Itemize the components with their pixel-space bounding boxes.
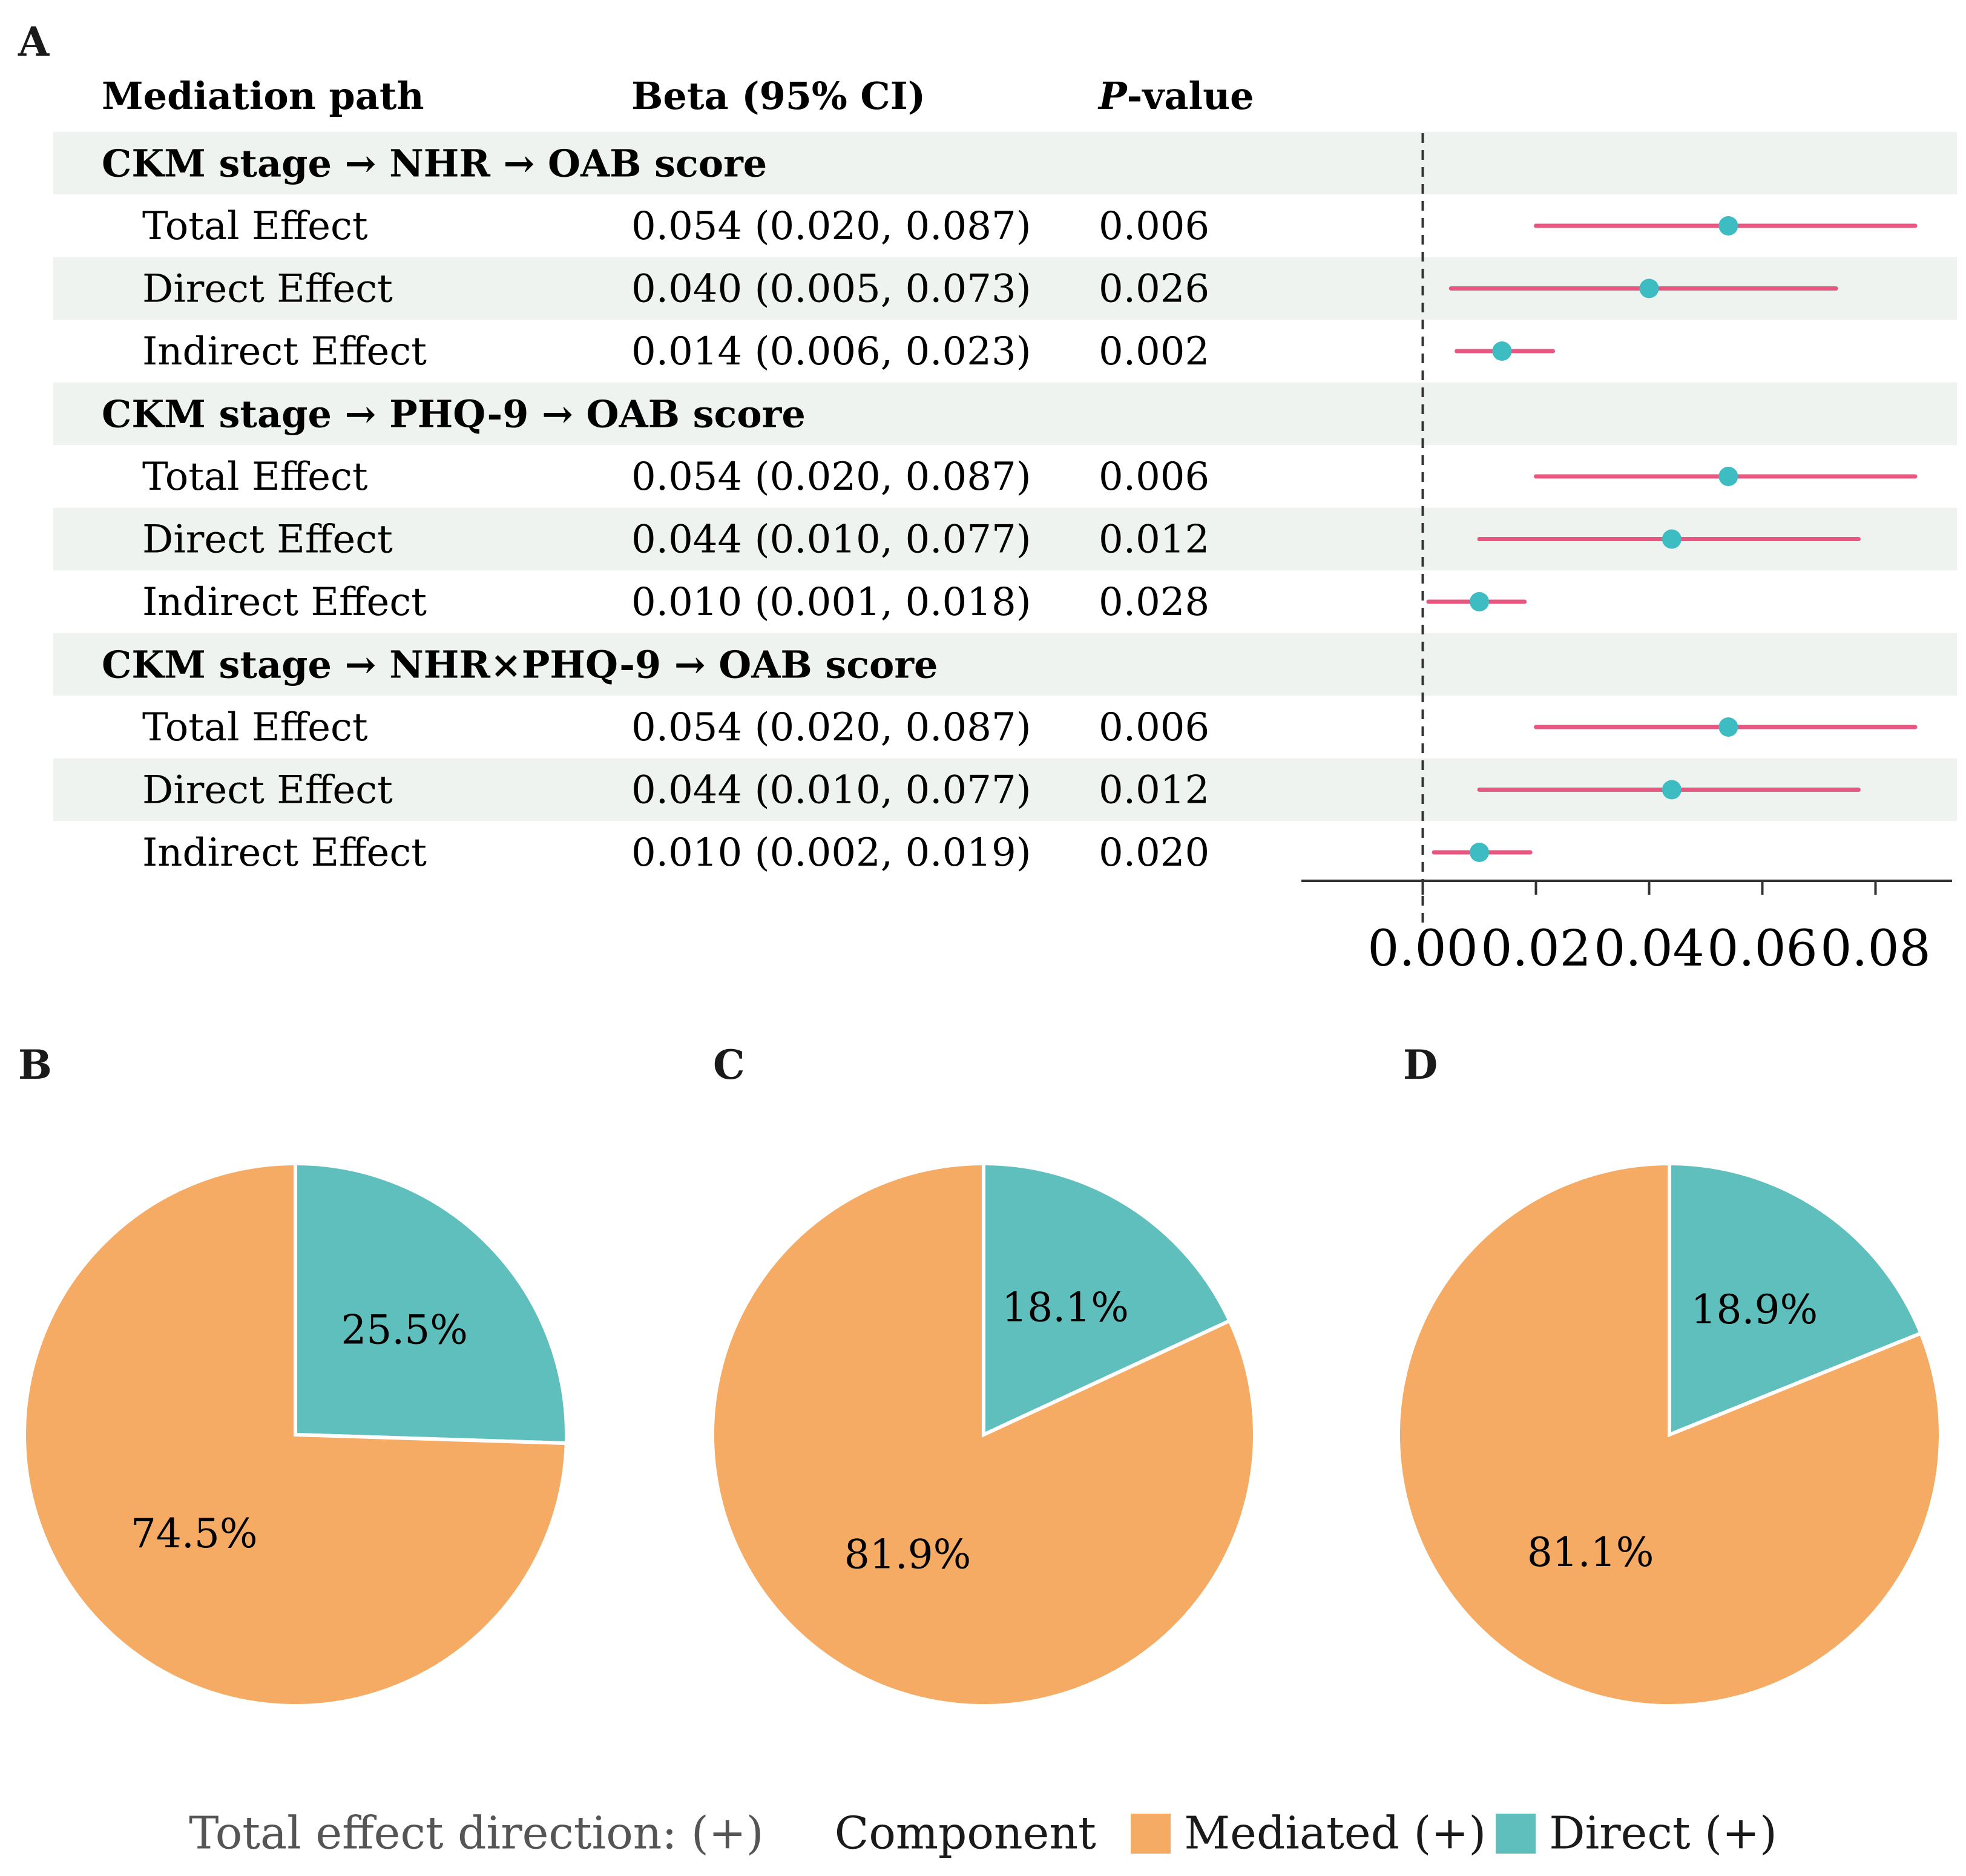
legend: Total effect direction: (+) Component Me… xyxy=(0,1804,1966,1860)
p-value: 0.006 xyxy=(1099,204,1209,249)
point-estimate xyxy=(1492,341,1512,361)
panel-label-d: D xyxy=(1403,1041,1438,1088)
x-tick-label: 0.04 xyxy=(1594,920,1705,978)
pie-slice-mediated xyxy=(22,1161,568,1708)
pie-slice-direct xyxy=(294,1161,568,1446)
legend-swatch-mediated xyxy=(1131,1813,1171,1854)
point-estimate xyxy=(1662,780,1682,800)
row-label: Direct Effect xyxy=(142,518,393,562)
x-tick-label: 0.08 xyxy=(1820,920,1931,978)
row-band xyxy=(53,633,1957,696)
beta-ci-value: 0.014 (0.006, 0.023) xyxy=(631,329,1031,374)
point-estimate xyxy=(1662,529,1682,549)
forest-plot: Mediation path Beta (95% CI) P-value CKM st… xyxy=(53,74,1957,978)
pie-charts: 25.5% 74.5% 18.1% 81.9% 18.9% 81.1% xyxy=(22,1161,1942,1708)
beta-ci-value: 0.054 (0.020, 0.087) xyxy=(631,204,1031,249)
row-label: Direct Effect xyxy=(142,267,393,312)
beta-ci-value: 0.040 (0.005, 0.073) xyxy=(631,267,1031,312)
column-header-beta: Beta (95% CI) xyxy=(631,74,925,118)
pie-slice-direct xyxy=(982,1161,1232,1438)
panel-label-a: A xyxy=(18,18,50,65)
x-tick-label: 0.06 xyxy=(1707,920,1818,978)
pie-slice-label: 81.9% xyxy=(844,1531,971,1578)
p-value: 0.006 xyxy=(1099,705,1209,750)
pie-slice-label: 81.1% xyxy=(1527,1529,1654,1576)
pie-slice-label: 74.5% xyxy=(131,1510,258,1557)
point-estimate xyxy=(1639,278,1659,298)
pie-slice-label: 18.1% xyxy=(1002,1285,1129,1331)
row-label: Total Effect xyxy=(142,204,368,249)
p-value: 0.020 xyxy=(1099,831,1209,875)
x-tick-label: 0.02 xyxy=(1481,920,1591,978)
row-label: Indirect Effect xyxy=(142,329,427,374)
beta-ci-value: 0.044 (0.010, 0.077) xyxy=(631,768,1031,813)
pie-slice-label: 18.9% xyxy=(1691,1286,1818,1333)
group-title: CKM stage → NHR×PHQ-9 → OAB score xyxy=(102,643,938,687)
beta-ci-value: 0.010 (0.002, 0.019) xyxy=(631,831,1031,875)
panel-label-c: C xyxy=(713,1041,745,1088)
row-label: Total Effect xyxy=(142,455,368,499)
row-label: Total Effect xyxy=(142,705,368,750)
panel-label-b: B xyxy=(18,1041,52,1088)
beta-ci-value: 0.054 (0.020, 0.087) xyxy=(631,705,1031,750)
point-estimate xyxy=(1718,216,1738,235)
p-value: 0.028 xyxy=(1099,580,1209,625)
row-label: Direct Effect xyxy=(142,768,393,813)
legend-swatch-direct xyxy=(1496,1813,1536,1854)
legend-item-mediated: Mediated (+) xyxy=(1184,1807,1487,1860)
p-value: 0.012 xyxy=(1099,518,1209,562)
legend-item-direct: Direct (+) xyxy=(1549,1807,1777,1860)
p-value: 0.002 xyxy=(1099,329,1209,374)
point-estimate xyxy=(1718,467,1738,486)
group-title: CKM stage → PHQ-9 → OAB score xyxy=(102,392,806,436)
pie-slice-mediated xyxy=(710,1161,1257,1708)
point-estimate xyxy=(1470,592,1489,611)
point-estimate xyxy=(1470,843,1489,862)
pie-slice-label: 25.5% xyxy=(341,1306,468,1353)
p-value: 0.026 xyxy=(1099,267,1209,312)
column-header-pvalue: P-value xyxy=(1097,74,1254,118)
pie-slice-mediated xyxy=(1396,1161,1942,1708)
row-label: Indirect Effect xyxy=(142,831,427,875)
row-label: Indirect Effect xyxy=(142,580,427,625)
p-value: 0.012 xyxy=(1099,768,1209,813)
row-band xyxy=(53,131,1957,195)
group-title: CKM stage → NHR → OAB score xyxy=(102,142,767,186)
beta-ci-value: 0.010 (0.001, 0.018) xyxy=(631,580,1031,625)
row-band xyxy=(53,382,1957,446)
beta-ci-value: 0.044 (0.010, 0.077) xyxy=(631,518,1031,562)
point-estimate xyxy=(1718,717,1738,737)
x-tick-label: 0.00 xyxy=(1367,920,1478,978)
p-value: 0.006 xyxy=(1099,455,1209,499)
legend-lead: Total effect direction: (+) xyxy=(189,1807,764,1860)
legend-title: Component xyxy=(834,1807,1096,1860)
pie-slice-direct xyxy=(1668,1161,1924,1438)
column-header-path: Mediation path xyxy=(102,74,424,118)
beta-ci-value: 0.054 (0.020, 0.087) xyxy=(631,455,1031,499)
